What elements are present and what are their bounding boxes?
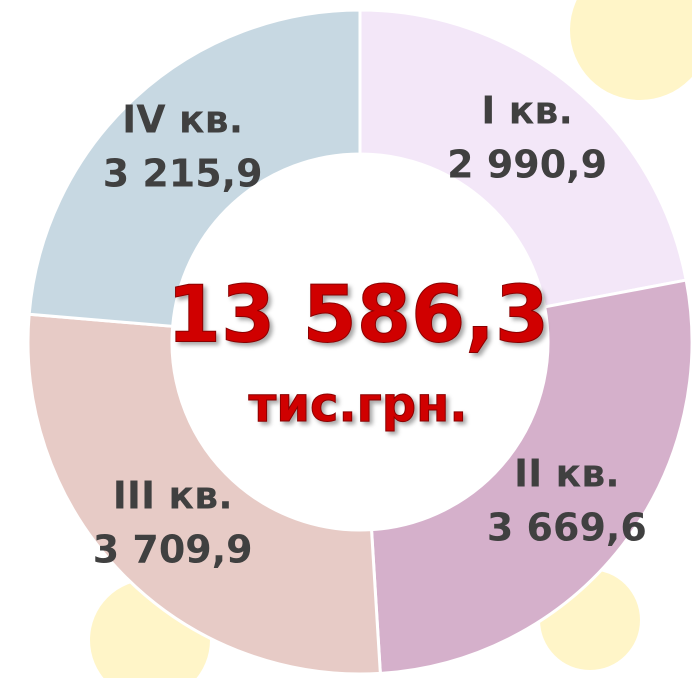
value-label: 2 990,9 <box>447 143 607 187</box>
category-label: IV кв. <box>122 98 243 142</box>
category-label: II кв. <box>514 451 620 495</box>
slice <box>369 278 692 675</box>
slice <box>26 312 382 676</box>
value-label: 3 669,6 <box>487 505 647 549</box>
slice <box>27 8 362 328</box>
value-label: 3 215,9 <box>103 152 263 196</box>
labels: I кв. 2 990,9 II кв. 3 669,6 III кв. 3 709,9 I… <box>93 89 647 572</box>
center-total: 13 586,3 <box>167 270 549 360</box>
slice <box>358 8 688 309</box>
value-label: 3 709,9 <box>93 528 253 572</box>
donut <box>26 8 692 676</box>
category-label: III кв. <box>113 474 233 518</box>
category-label: I кв. <box>481 89 573 133</box>
donut-hole <box>173 155 547 529</box>
center-unit: тис.грн. <box>249 377 468 433</box>
